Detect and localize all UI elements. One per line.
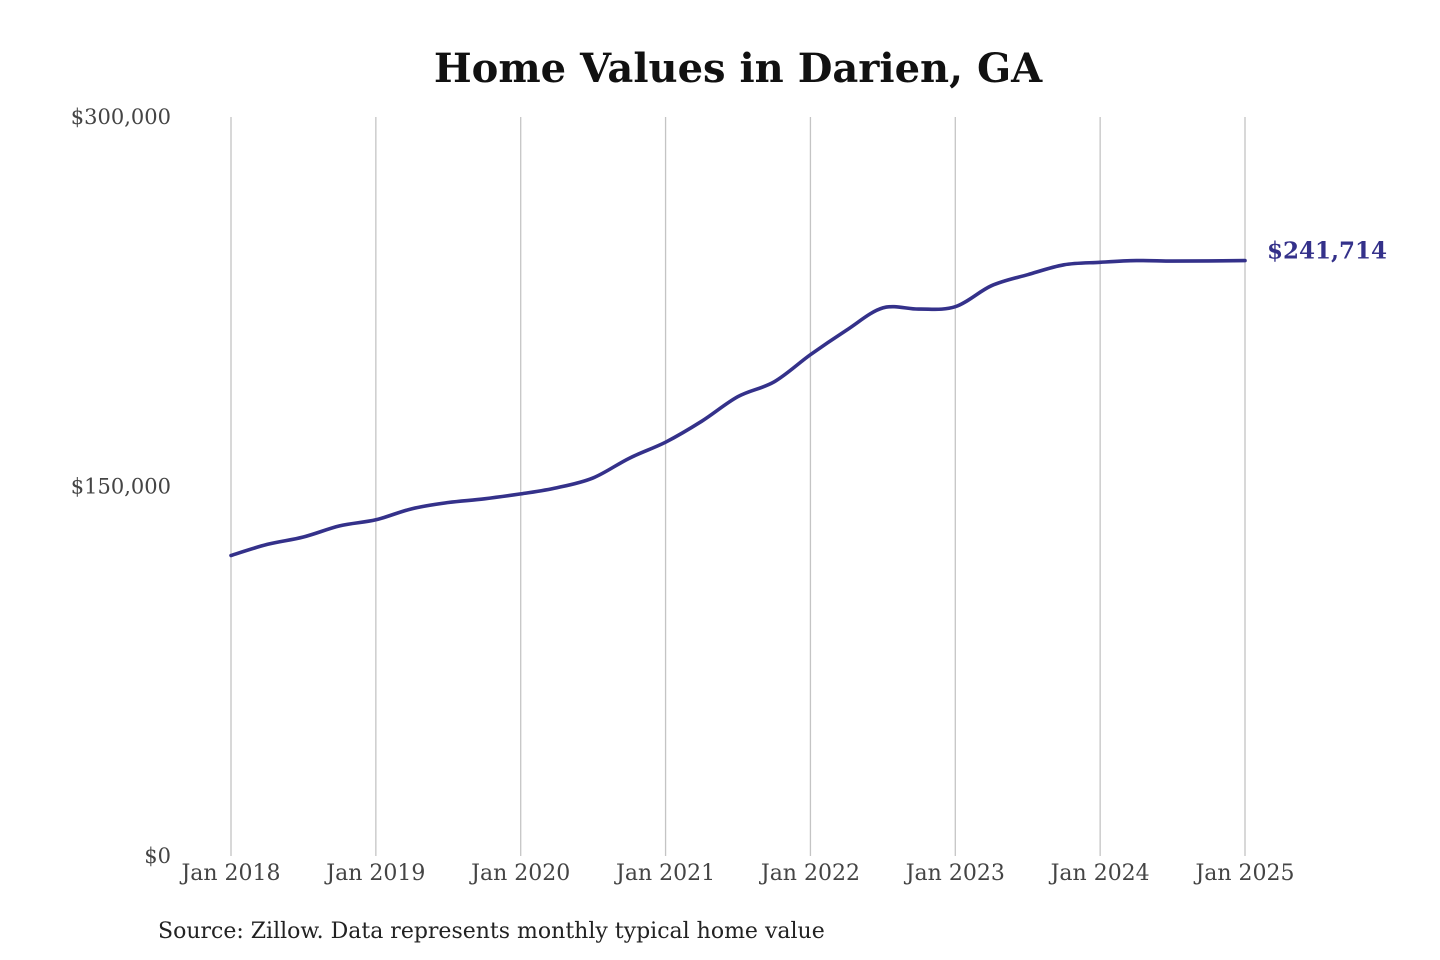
y-axis-ticks: $0 $150,000 $300,000	[71, 105, 171, 868]
x-tick-label: Jan 2024	[1049, 861, 1150, 886]
gridlines	[230, 117, 1246, 856]
series-line-home-value	[229, 258, 1247, 558]
x-tick-label: Jan 2022	[759, 861, 860, 886]
chart-title: Home Values in Darien, GA	[434, 45, 1043, 92]
x-tick-label: Jan 2019	[324, 861, 425, 886]
y-tick-label: $0	[144, 844, 171, 868]
x-tick-label: Jan 2020	[469, 861, 570, 886]
source-note: Source: Zillow. Data represents monthly …	[158, 919, 825, 944]
y-tick-label: $150,000	[71, 475, 171, 499]
x-tick-label: Jan 2025	[1193, 861, 1294, 886]
y-tick-label: $300,000	[71, 105, 171, 129]
x-tick-label: Jan 2021	[614, 861, 715, 886]
x-tick-label: Jan 2018	[179, 861, 280, 886]
x-tick-label: Jan 2023	[904, 861, 1005, 886]
end-value-label: $241,714	[1267, 238, 1387, 265]
x-axis-ticks: Jan 2018 Jan 2019 Jan 2020 Jan 2021 Jan 2022…	[179, 861, 1294, 886]
